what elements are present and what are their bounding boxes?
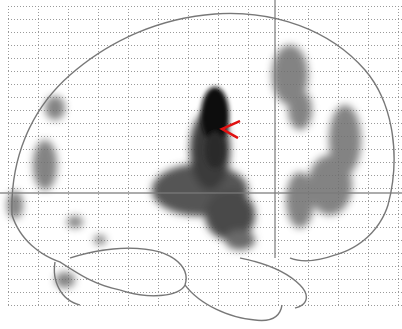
page: [0, 0, 402, 329]
glass-brain: [0, 0, 402, 329]
